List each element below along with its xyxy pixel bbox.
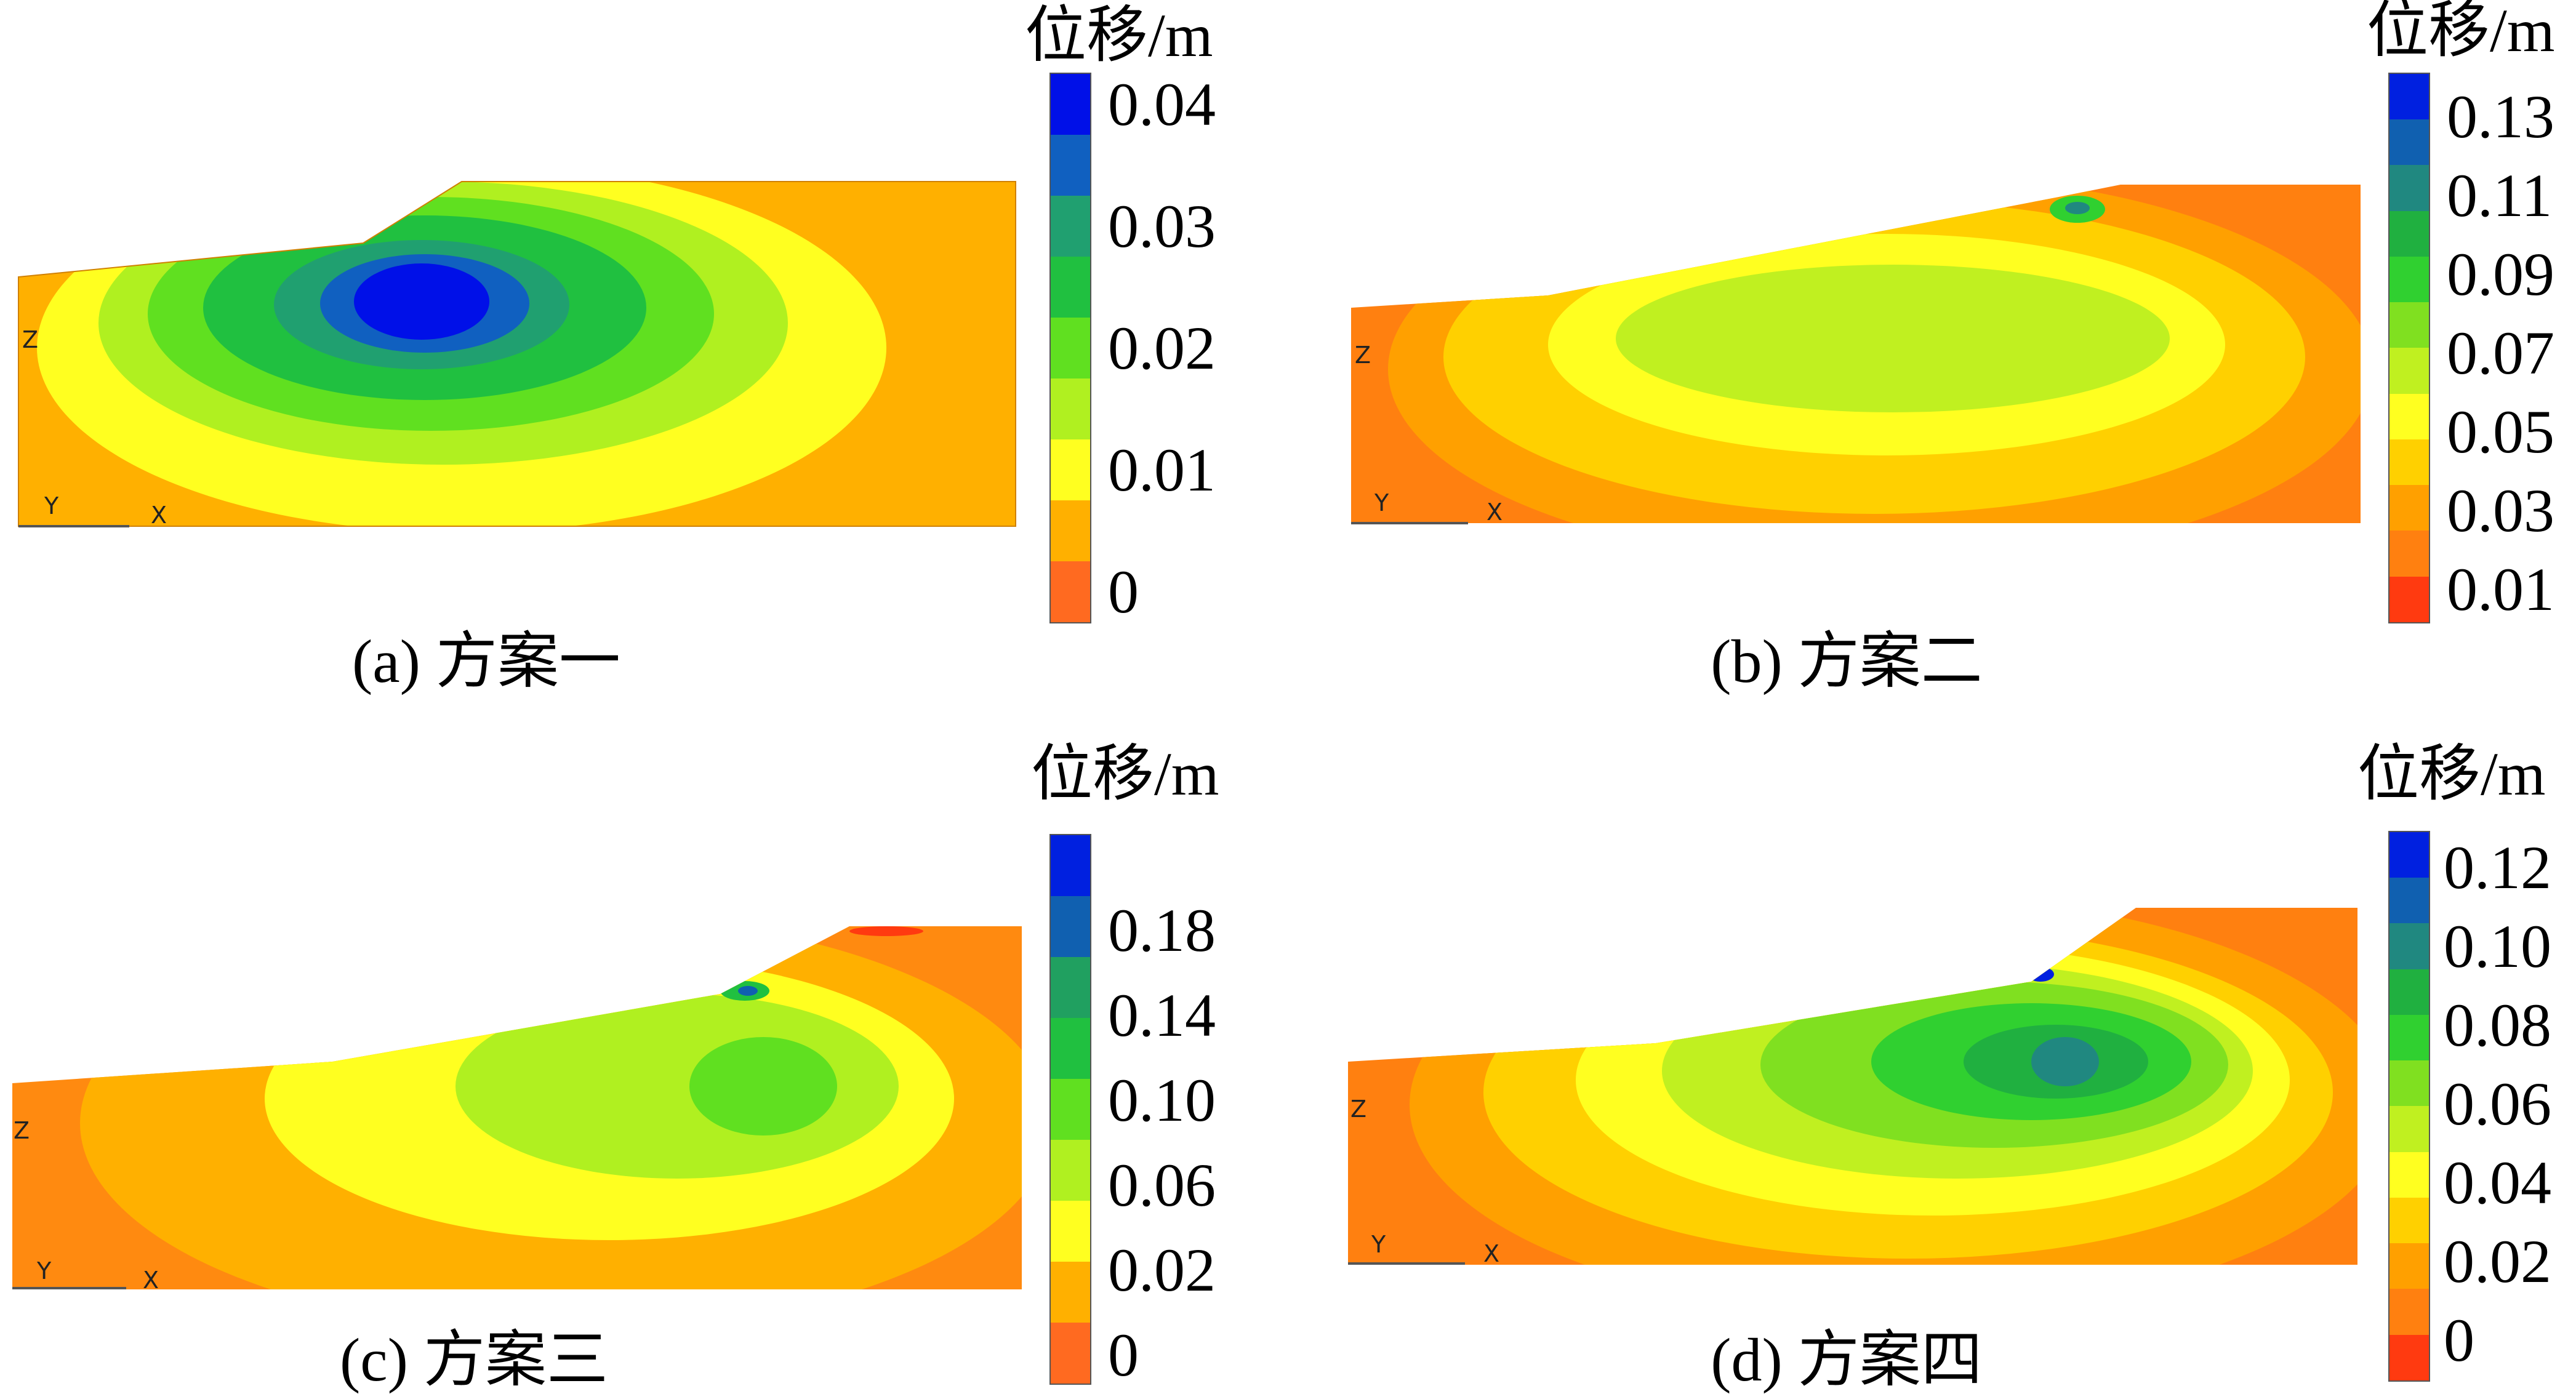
legend-tick: 0.01 — [2447, 555, 2554, 623]
legend-tick: 0.05 — [2447, 398, 2554, 466]
legend-tick: 0.07 — [2447, 319, 2554, 387]
legend-tick: 0.09 — [2447, 240, 2554, 308]
legend-tick: 0.08 — [2444, 991, 2551, 1059]
legend-color-band — [1051, 74, 1090, 135]
legend-color-band — [1051, 1018, 1090, 1079]
legend-color-band — [2389, 969, 2429, 1015]
legend-tick: 0.10 — [2444, 912, 2551, 980]
contour-plot-b: Z Y X — [1351, 185, 2361, 526]
legend-tick: 0.12 — [2444, 833, 2551, 902]
caption-b: (b) 方案二 — [1711, 627, 1983, 695]
legend-color-band — [1051, 896, 1090, 957]
legend-color-band — [2389, 576, 2429, 622]
legend-color-band — [2389, 1106, 2429, 1152]
legend-tick: 0.11 — [2447, 161, 2553, 230]
legend-color-band — [2389, 1152, 2429, 1198]
legend-color-band — [2389, 1060, 2429, 1107]
legend-tick: 0.02 — [1108, 1236, 1216, 1304]
legend-tick: 0.04 — [2444, 1148, 2551, 1217]
legend-tick: 0.06 — [1108, 1151, 1216, 1219]
legend-color-band — [1051, 500, 1090, 561]
legend-title-d: 位移/m — [2357, 740, 2546, 808]
legend-color-band — [1051, 835, 1090, 896]
legend-tick: 0.02 — [2444, 1227, 2551, 1296]
legend-tick: 0.02 — [1108, 314, 1216, 382]
legend-color-band — [1051, 257, 1090, 318]
z-axis-label-c: Z — [14, 1117, 30, 1144]
legend-tick: 0.04 — [1108, 70, 1216, 138]
x-axis-label-c: X — [143, 1267, 159, 1294]
legend-color-band — [2389, 393, 2429, 439]
legend-color-band — [2389, 165, 2429, 211]
legend-color-band — [1051, 1079, 1090, 1140]
legend-color-band — [2389, 348, 2429, 394]
legend-color-band — [1051, 561, 1090, 622]
legend-tick: 0.03 — [1108, 192, 1216, 260]
legend-color-band — [1051, 135, 1090, 196]
legend-color-band — [2389, 1243, 2429, 1289]
contour-plot-c: Z Y X — [12, 926, 1022, 1294]
legend-tick: 0.01 — [1108, 436, 1216, 504]
legend-tick: 0.14 — [1108, 981, 1216, 1049]
x-axis-label-b: X — [1487, 499, 1503, 526]
legend-color-band — [2389, 1014, 2429, 1061]
legend-title-c: 位移/m — [1031, 740, 1219, 808]
z-axis-label-b: Z — [1355, 342, 1371, 369]
caption-a: (a) 方案一 — [352, 627, 620, 695]
legend-tick: 0.18 — [1108, 896, 1216, 964]
legend-color-band — [1051, 1323, 1090, 1384]
z-axis-label-a: Z — [22, 326, 38, 353]
legend-color-band — [2389, 832, 2429, 878]
legend-color-band — [2389, 439, 2429, 486]
legend-tick: 0.13 — [2447, 82, 2554, 151]
legend-tick: 0 — [1108, 1321, 1139, 1389]
x-axis-label-d: X — [1483, 1240, 1499, 1267]
legend-tick: 0.10 — [1108, 1066, 1216, 1134]
y-axis-label-c: Y — [36, 1257, 52, 1284]
legend-tick: 0.06 — [2444, 1070, 2551, 1138]
legend-color-band — [2389, 256, 2429, 303]
legend-tick: 0 — [1108, 558, 1139, 626]
y-axis-label-a: Y — [44, 492, 59, 519]
legend-colorbar-c — [1049, 834, 1091, 1385]
legend-color-band — [2389, 74, 2429, 120]
legend-colorbar-d — [2388, 831, 2430, 1382]
x-axis-label-a: X — [151, 502, 167, 529]
legend-color-band — [1051, 379, 1090, 439]
legend-colorbar-a — [1049, 73, 1091, 623]
legend-color-band — [2389, 119, 2429, 166]
legend-tick: 0 — [2444, 1306, 2474, 1374]
y-axis-label-b: Y — [1374, 489, 1389, 516]
caption-d: (d) 方案四 — [1711, 1326, 1983, 1394]
legend-color-band — [1051, 1201, 1090, 1262]
legend-color-band — [2389, 210, 2429, 257]
legend-color-band — [2389, 878, 2429, 924]
legend-color-band — [1051, 439, 1090, 500]
legend-color-band — [2389, 1289, 2429, 1335]
legend-color-band — [1051, 318, 1090, 379]
z-axis-label-d: Z — [1350, 1096, 1366, 1123]
legend-title-a: 位移/m — [1025, 1, 1213, 70]
legend-color-band — [1051, 1140, 1090, 1201]
legend-color-band — [2389, 1334, 2429, 1380]
legend-color-band — [1051, 957, 1090, 1018]
legend-color-band — [2389, 485, 2429, 531]
legend-title-b: 位移/m — [2367, 0, 2555, 65]
legend-color-band — [2389, 531, 2429, 577]
legend-color-band — [2389, 302, 2429, 348]
legend-tick: 0.03 — [2447, 476, 2554, 545]
legend-color-band — [2389, 1197, 2429, 1244]
legend-color-band — [1051, 1262, 1090, 1323]
y-axis-label-d: Y — [1371, 1231, 1386, 1258]
contour-plot-d: Z Y X — [1348, 908, 2357, 1267]
caption-c: (c) 方案三 — [340, 1326, 608, 1394]
contour-plot-a: Z Y X — [18, 181, 1016, 529]
legend-color-band — [2389, 923, 2429, 969]
legend-colorbar-b — [2388, 73, 2430, 623]
legend-color-band — [1051, 196, 1090, 257]
